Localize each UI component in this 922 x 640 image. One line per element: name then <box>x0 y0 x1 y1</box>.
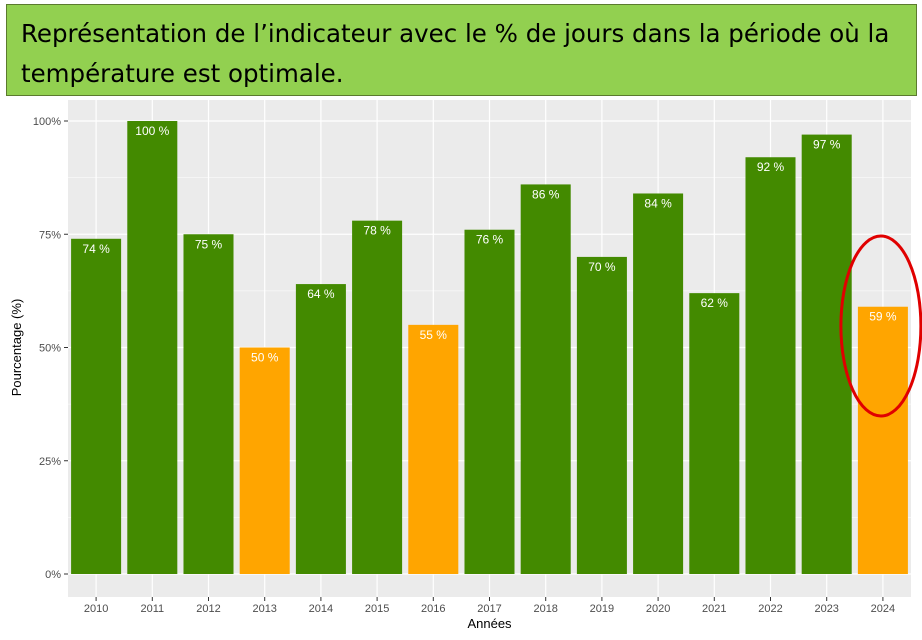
data-label-2023: 97 % <box>813 138 841 152</box>
data-label-2020: 84 % <box>644 196 672 210</box>
bar-2015 <box>352 220 403 574</box>
data-label-2013: 50 % <box>251 351 279 365</box>
x-tick-label: 2017 <box>477 603 501 615</box>
y-axis-title: Pourcentage (%) <box>9 299 24 397</box>
data-label-2016: 55 % <box>420 328 448 342</box>
data-label-2015: 78 % <box>363 224 391 238</box>
bar-2011 <box>127 121 178 574</box>
x-axis: 2010 2011 2012 2013 2014 2015 2016 2017 2018 2019… <box>84 597 895 615</box>
bar-2019 <box>576 256 627 574</box>
y-tick-label: 75% <box>39 229 61 241</box>
x-axis-title: Années <box>467 616 512 631</box>
title-banner: Représentation de l’indicateur avec le %… <box>6 4 917 96</box>
bar-2024 <box>857 306 908 574</box>
bar-2020 <box>633 193 684 575</box>
x-tick-label: 2014 <box>309 603 333 615</box>
x-tick-label: 2015 <box>365 603 389 615</box>
x-tick-label: 2023 <box>814 603 838 615</box>
data-label-2010: 74 % <box>82 242 110 256</box>
x-tick-label: 2013 <box>252 603 276 615</box>
x-tick-label: 2024 <box>871 603 895 615</box>
data-label-2022: 92 % <box>757 160 785 174</box>
bar-2017 <box>464 229 515 574</box>
y-tick-label: 0% <box>45 569 61 581</box>
data-label-2017: 76 % <box>476 233 504 247</box>
x-tick-label: 2020 <box>646 603 670 615</box>
y-tick-label: 25% <box>39 456 61 468</box>
bars <box>71 121 908 575</box>
bar-2012 <box>183 234 234 574</box>
x-tick-label: 2012 <box>196 603 220 615</box>
data-label-2014: 64 % <box>307 287 335 301</box>
data-label-2018: 86 % <box>532 187 560 201</box>
x-tick-label: 2018 <box>533 603 557 615</box>
bar-2021 <box>689 293 740 574</box>
bar-2010 <box>71 238 122 574</box>
bar-2013 <box>239 347 290 574</box>
data-label-2011: 100 % <box>135 124 169 138</box>
y-tick-label: 100% <box>33 116 61 128</box>
x-tick-label: 2021 <box>702 603 726 615</box>
y-axis: 0% 25% 50% 75% 100% <box>33 116 68 581</box>
x-tick-label: 2010 <box>84 603 108 615</box>
bar-2018 <box>520 184 571 575</box>
y-tick-label: 50% <box>39 343 61 355</box>
bar-2016 <box>408 324 459 574</box>
data-label-2019: 70 % <box>588 260 616 274</box>
data-label-2024: 59 % <box>869 310 897 324</box>
x-tick-label: 2016 <box>421 603 445 615</box>
bar-2022 <box>745 157 796 575</box>
data-label-2012: 75 % <box>195 237 223 251</box>
bar-labels: 74 % 100 % 75 % 50 % 64 % 78 % 55 % 76 % 86 % 70 … <box>82 124 896 365</box>
data-label-2021: 62 % <box>701 296 729 310</box>
bar-2014 <box>295 284 346 574</box>
slide-title: Représentation de l’indicateur avec le %… <box>21 19 890 88</box>
highlight-circle <box>839 234 922 418</box>
x-tick-label: 2022 <box>758 603 782 615</box>
x-tick-label: 2019 <box>590 603 614 615</box>
x-tick-label: 2011 <box>140 603 164 615</box>
